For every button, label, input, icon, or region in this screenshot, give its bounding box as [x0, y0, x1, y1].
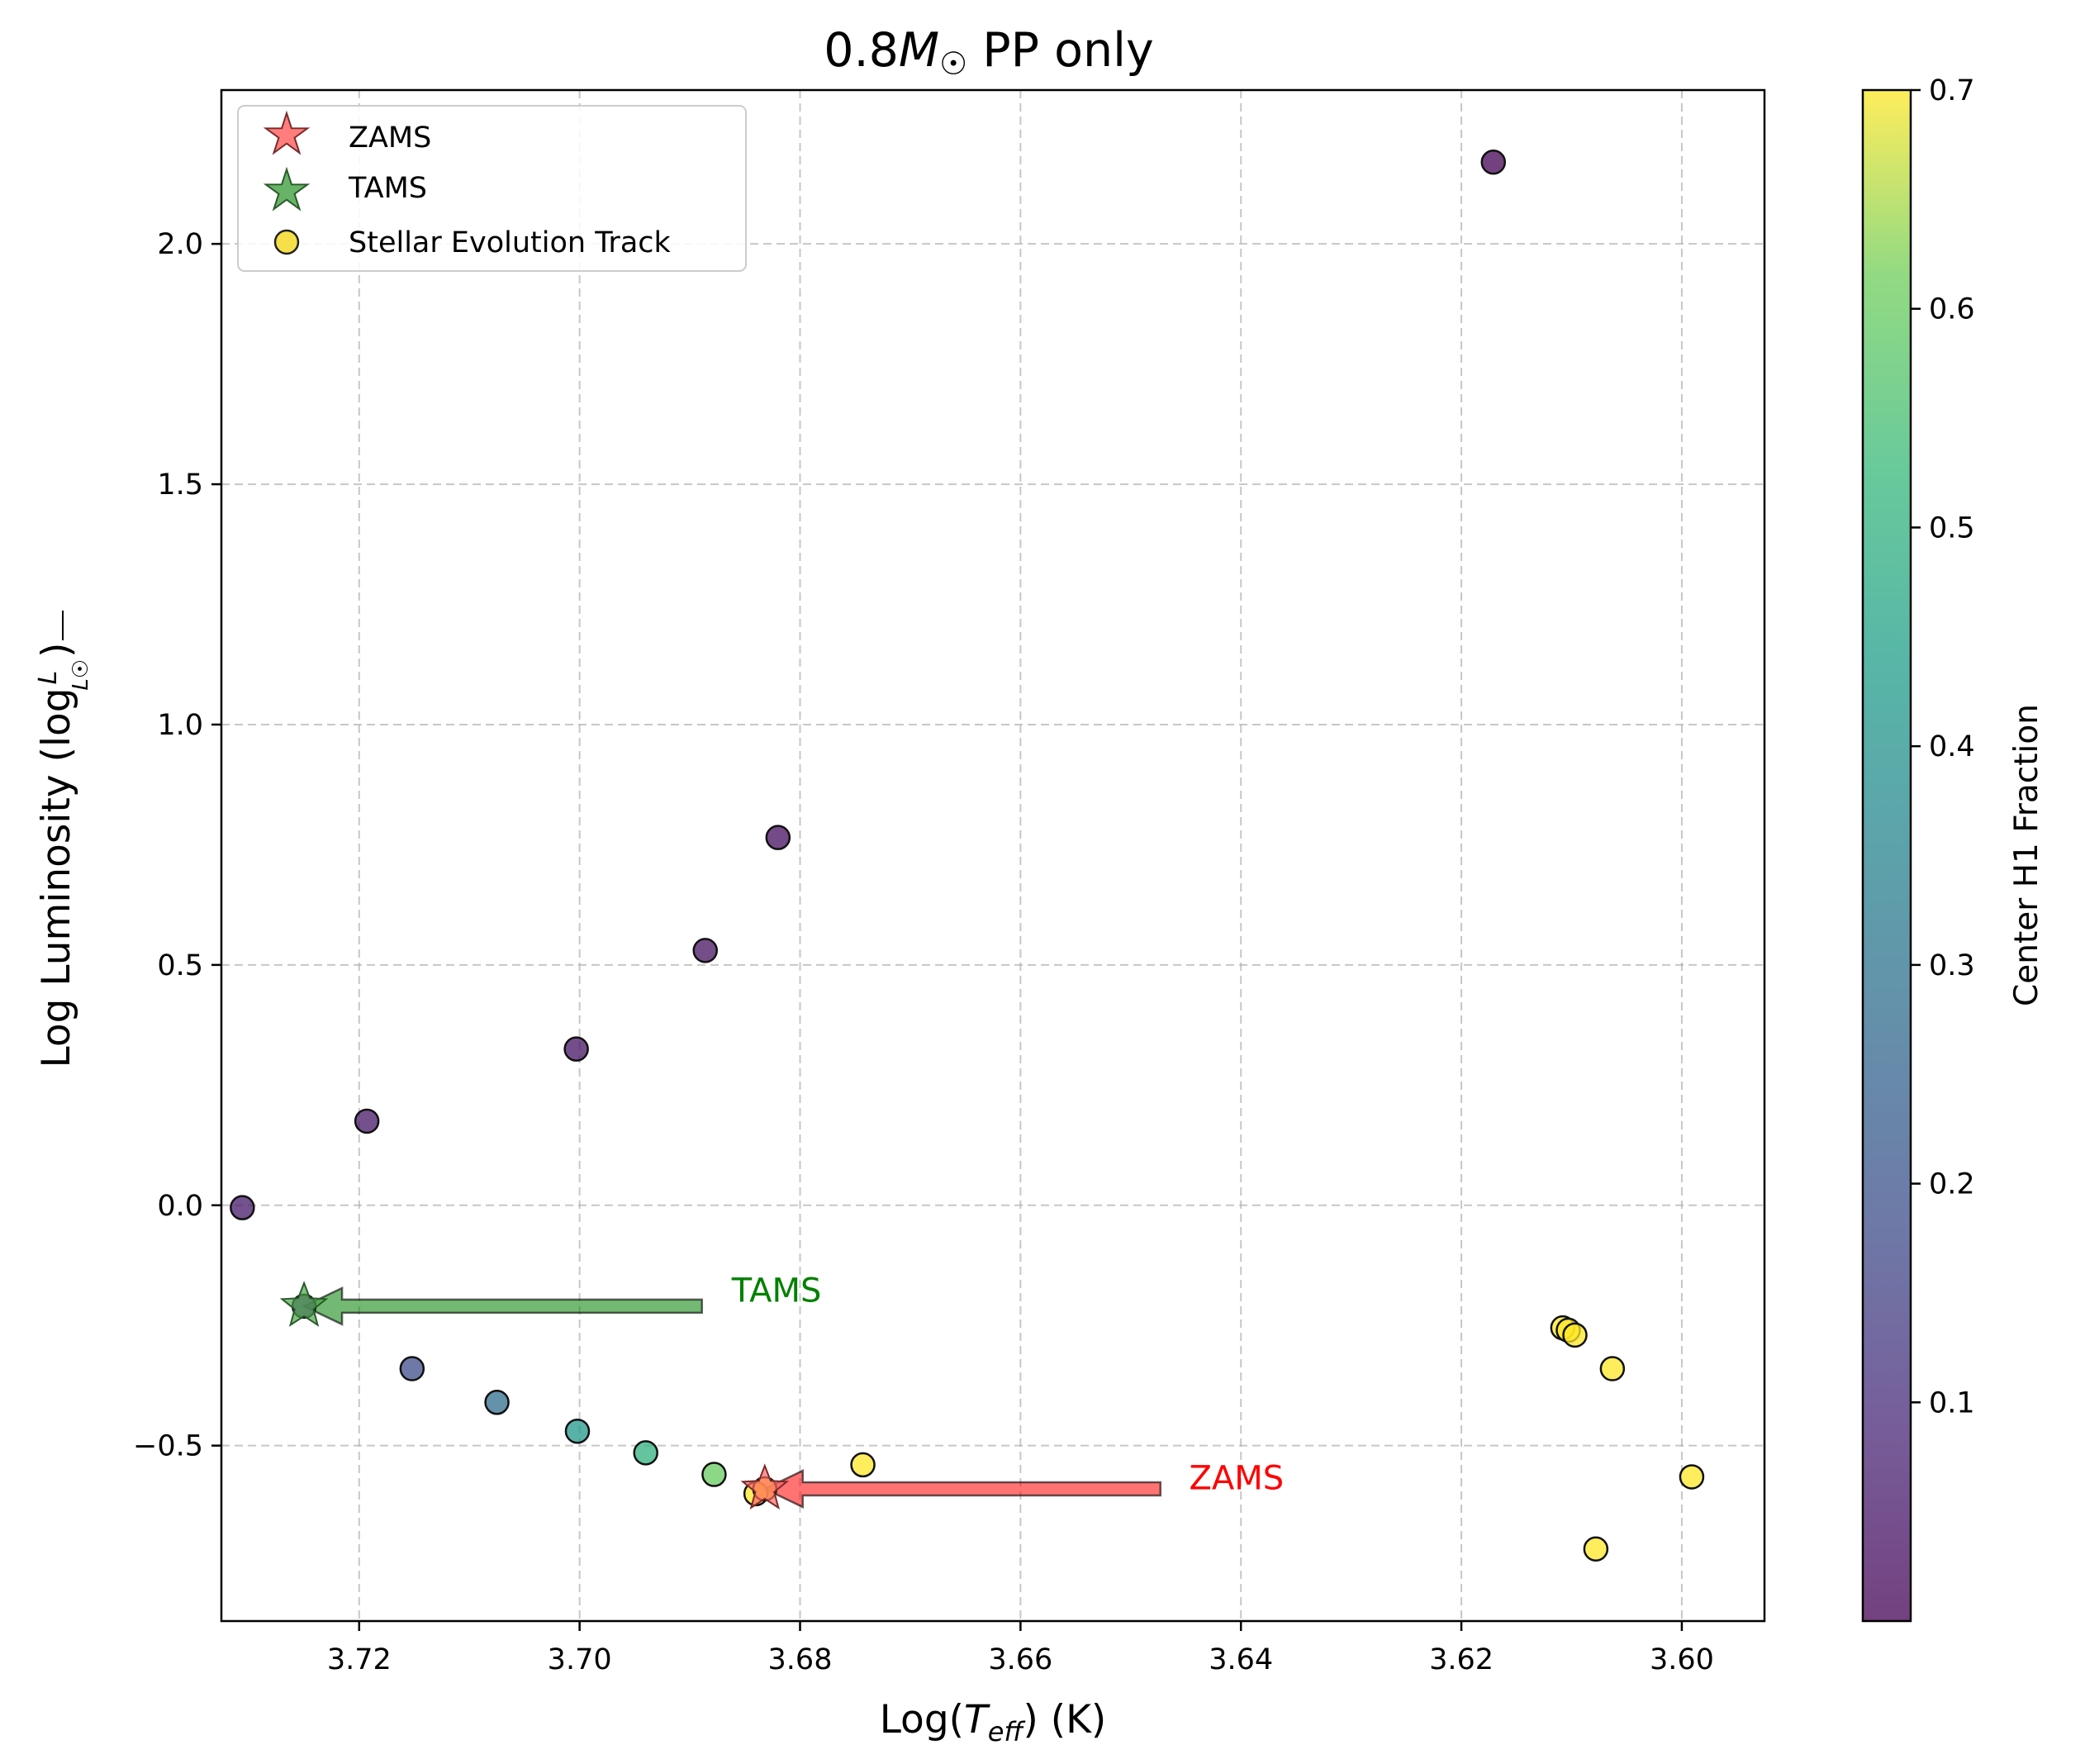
x-tick-label: 3.66 [988, 1643, 1052, 1676]
annotation-label: TAMS [731, 1272, 822, 1310]
y-tick-label: 1.5 [157, 468, 203, 502]
x-tick-label: 3.70 [548, 1643, 612, 1676]
chart-title: 0.8M☉ PP only [824, 23, 1153, 82]
track-point [765, 825, 791, 850]
star-markers [279, 1281, 790, 1510]
colorbar: 0.1 0.2 0.3 0.4 0.5 0.6 0.7 Center H1 Fraction [1861, 74, 2045, 1623]
track-point [850, 1452, 876, 1478]
track-point [563, 1036, 589, 1062]
x-axis-label: Log(Teff) (K) [880, 1697, 1107, 1747]
track-point [701, 1462, 727, 1487]
y-tick-label: 0.5 [157, 949, 203, 982]
colorbar-tick-label: 0.1 [1929, 1386, 1975, 1419]
annotations: TAMS ZAMS [302, 1272, 1285, 1509]
y-tick-label: 1.0 [157, 709, 203, 742]
colorbar-gradient [1861, 88, 1912, 1623]
colorbar-tick-label: 0.4 [1929, 730, 1975, 763]
track-point [1583, 1536, 1609, 1562]
x-tick-label: 3.64 [1209, 1643, 1273, 1676]
legend-tams-label: TAMS [348, 172, 427, 205]
y-tick-label: 0.0 [157, 1190, 203, 1223]
plot-area [220, 88, 1766, 1623]
track-point [564, 1418, 591, 1444]
legend-box [237, 105, 747, 272]
track-point [230, 1195, 255, 1220]
tams-star-marker [279, 1281, 329, 1327]
colorbar-ticks: 0.1 0.2 0.3 0.4 0.5 0.6 0.7 [1911, 74, 1975, 1419]
annotation-arrow [302, 1286, 703, 1326]
track-point [1562, 1322, 1588, 1348]
x-tick-label: 3.72 [327, 1643, 392, 1676]
y-tick-label: −0.5 [133, 1430, 203, 1463]
annotation-label: ZAMS [1190, 1459, 1285, 1497]
legend-zams-star-icon [263, 110, 311, 155]
colorbar-label: Center H1 Fraction [2008, 704, 2045, 1006]
track-point [1679, 1464, 1705, 1490]
track-point [399, 1356, 425, 1381]
zams-star-marker [740, 1463, 790, 1510]
y-tick-label: 2.0 [157, 228, 203, 261]
data-points [230, 150, 1705, 1562]
x-tick-label: 3.60 [1650, 1643, 1714, 1676]
colorbar-tick-label: 0.2 [1929, 1168, 1975, 1201]
colorbar-tick-label: 0.5 [1929, 511, 1975, 544]
colorbar-tick-label: 0.7 [1929, 74, 1975, 107]
annotation-arrow [762, 1469, 1162, 1509]
x-axis-ticks: 3.72 3.70 3.68 3.66 3.64 3.62 3.60 [327, 1621, 1714, 1676]
track-point [354, 1108, 380, 1134]
x-tick-label: 3.68 [768, 1643, 833, 1676]
grid-lines [221, 90, 1764, 1621]
colorbar-tick-label: 0.3 [1929, 949, 1975, 982]
track-point [1480, 150, 1507, 175]
legend-track-label: Stellar Evolution Track [349, 226, 672, 259]
x-tick-label: 3.62 [1429, 1643, 1494, 1676]
y-axis-ticks: −0.5 0.0 0.5 1.0 1.5 2.0 [133, 228, 221, 1463]
track-point [633, 1440, 658, 1466]
y-axis-label: Log Luminosity (logL L☉) [34, 611, 93, 1068]
legend-zams-label: ZAMS [349, 121, 431, 155]
legend: ZAMS TAMS Stellar Evolution Track [237, 105, 747, 272]
colorbar-tick-label: 0.6 [1929, 293, 1975, 326]
track-point [692, 938, 719, 963]
track-point [484, 1390, 510, 1415]
legend-track-circle-icon [273, 229, 300, 255]
track-point [1599, 1356, 1626, 1381]
legend-tams-star-icon [263, 166, 311, 212]
